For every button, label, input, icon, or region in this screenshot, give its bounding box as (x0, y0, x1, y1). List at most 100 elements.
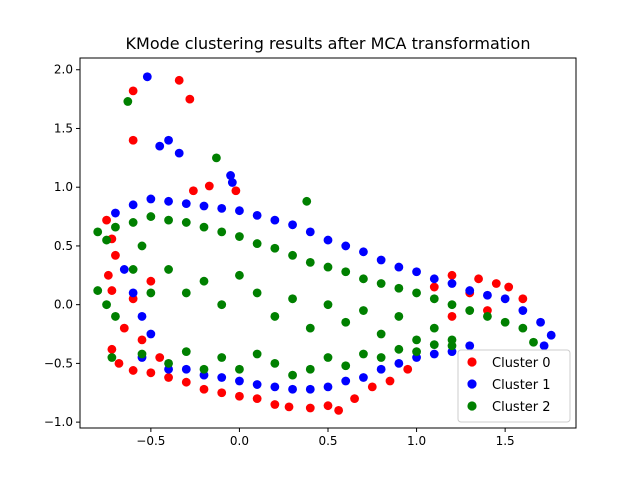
data-point-cluster-2 (412, 335, 421, 345)
data-point-cluster-2 (359, 306, 368, 315)
legend-marker (467, 357, 477, 367)
data-point-cluster-2 (288, 250, 297, 260)
data-point-cluster-1 (119, 265, 129, 274)
data-point-cluster-1 (164, 196, 173, 206)
data-point-cluster-0 (474, 274, 483, 284)
data-point-cluster-2 (359, 274, 368, 284)
data-point-cluster-2 (302, 196, 312, 206)
data-point-cluster-2 (429, 323, 439, 333)
data-point-cluster-0 (447, 312, 457, 321)
data-point-cluster-1 (227, 178, 237, 187)
data-point-cluster-0 (111, 250, 120, 260)
data-point-cluster-0 (128, 86, 138, 96)
x-tick-label: 0.5 (318, 434, 337, 448)
data-point-cluster-1 (341, 241, 351, 251)
legend-marker (467, 379, 477, 389)
data-point-cluster-0 (270, 400, 280, 409)
data-point-cluster-2 (412, 347, 421, 357)
data-point-cluster-2 (111, 222, 120, 232)
legend-label: Cluster 1 (492, 378, 551, 393)
data-point-cluster-1 (465, 286, 475, 295)
data-point-cluster-2 (341, 361, 351, 371)
data-point-cluster-2 (137, 241, 147, 251)
data-point-cluster-2 (465, 306, 475, 315)
data-point-cluster-1 (536, 317, 545, 327)
y-tick-label: 0.5 (54, 239, 73, 253)
data-point-cluster-2 (500, 317, 510, 327)
data-point-cluster-2 (217, 300, 227, 310)
data-point-cluster-2 (164, 358, 173, 368)
data-point-cluster-1 (359, 373, 368, 382)
data-point-cluster-1 (128, 288, 138, 298)
axes-area: −0.5 0.0 0.5 1.0 1.5 −1.0 −0.5 0.0 0.5 1.0 1.5 2.0 (44, 57, 577, 448)
data-point-cluster-1 (305, 227, 315, 237)
data-point-cluster-2 (217, 353, 227, 362)
data-point-cluster-2 (137, 349, 147, 359)
data-point-cluster-2 (93, 227, 103, 237)
data-point-cluster-1 (128, 200, 138, 210)
data-point-cluster-2 (529, 337, 538, 347)
data-point-cluster-1 (146, 329, 156, 339)
data-point-cluster-1 (518, 306, 528, 315)
data-point-cluster-1 (288, 220, 297, 230)
data-point-cluster-1 (323, 382, 333, 392)
data-point-cluster-2 (252, 288, 262, 298)
data-point-cluster-0 (367, 382, 377, 392)
data-point-cluster-0 (204, 181, 214, 191)
data-point-cluster-0 (491, 279, 501, 288)
data-point-cluster-1 (376, 255, 386, 265)
data-point-cluster-2 (252, 239, 262, 248)
data-point-cluster-2 (323, 262, 333, 272)
data-point-cluster-1 (174, 148, 184, 158)
data-point-cluster-1 (429, 349, 439, 359)
data-point-cluster-2 (394, 312, 404, 321)
data-point-cluster-1 (226, 171, 235, 180)
data-point-cluster-2 (394, 283, 404, 293)
data-point-cluster-1 (394, 262, 404, 272)
y-axis: −1.0 −0.5 0.0 0.5 1.0 1.5 2.0 (44, 63, 80, 429)
data-point-cluster-1 (181, 364, 191, 374)
data-point-cluster-2 (288, 370, 297, 380)
data-point-cluster-1 (483, 290, 492, 300)
data-point-cluster-1 (270, 215, 280, 225)
y-tick-label: −1.0 (44, 415, 73, 429)
data-point-cluster-1 (199, 201, 209, 211)
data-point-cluster-2 (93, 286, 103, 295)
data-point-cluster-2 (270, 312, 280, 321)
y-tick-label: 1.0 (54, 180, 73, 194)
data-point-cluster-0 (284, 402, 294, 412)
data-point-cluster-1 (111, 208, 120, 218)
data-point-cluster-2 (376, 329, 386, 339)
data-point-cluster-1 (429, 274, 439, 284)
data-point-cluster-0 (429, 282, 439, 292)
data-point-cluster-0 (119, 323, 129, 333)
data-point-cluster-1 (146, 194, 156, 204)
data-point-cluster-2 (483, 312, 492, 321)
data-point-cluster-0 (146, 368, 156, 378)
x-axis: −0.5 0.0 0.5 1.0 1.5 (136, 428, 515, 448)
data-point-cluster-1 (181, 199, 191, 209)
data-point-cluster-0 (385, 376, 395, 386)
data-point-cluster-0 (188, 186, 198, 196)
data-point-cluster-0 (504, 282, 514, 292)
data-point-cluster-1 (341, 376, 351, 386)
chart-title: KMode clustering results after MCA trans… (126, 34, 531, 53)
data-point-cluster-1 (465, 341, 475, 351)
data-point-cluster-1 (305, 384, 315, 394)
data-point-cluster-2 (412, 288, 421, 298)
data-point-cluster-1 (323, 235, 333, 245)
data-point-cluster-2 (394, 344, 404, 354)
data-point-cluster-0 (164, 373, 173, 382)
data-point-cluster-1 (376, 364, 386, 374)
data-point-cluster-1 (235, 376, 244, 386)
y-tick-label: −0.5 (44, 356, 73, 370)
data-point-cluster-2 (429, 294, 439, 304)
data-point-cluster-1 (217, 373, 227, 382)
data-point-cluster-0 (252, 394, 262, 404)
data-point-cluster-1 (539, 341, 549, 351)
data-point-cluster-0 (107, 344, 117, 354)
y-tick-label: 0.0 (54, 298, 73, 312)
data-point-cluster-2 (102, 300, 111, 310)
data-point-cluster-0 (323, 401, 333, 411)
